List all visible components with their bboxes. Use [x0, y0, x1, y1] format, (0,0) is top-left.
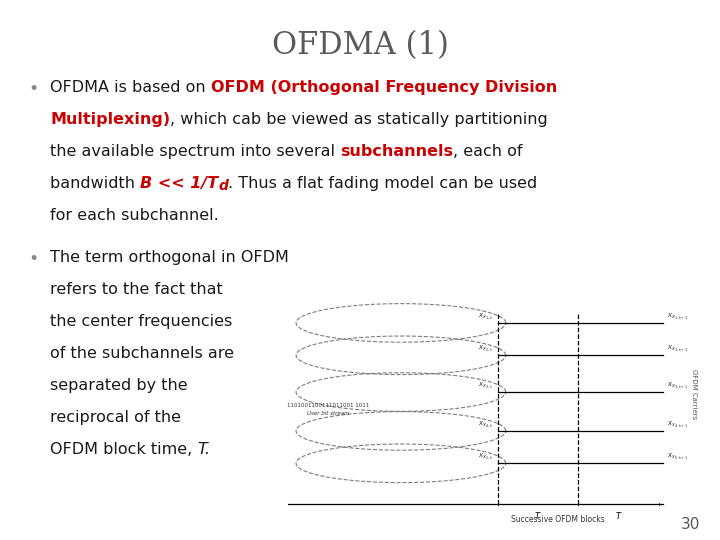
Text: OFDMA (1): OFDMA (1): [271, 30, 449, 61]
Text: reciprocal of the: reciprocal of the: [50, 410, 181, 425]
Text: $x_{x_{1,k+1}}$: $x_{x_{1,k+1}}$: [667, 311, 688, 321]
Text: subchannels: subchannels: [340, 144, 453, 159]
Text: Multiplexing): Multiplexing): [50, 112, 170, 127]
Text: $x_{x_{4,k+1}}$: $x_{x_{4,k+1}}$: [667, 419, 688, 429]
Text: The term orthogonal in OFDM: The term orthogonal in OFDM: [50, 250, 289, 265]
Text: $T$: $T$: [534, 510, 542, 521]
Text: $x_{x_{3,k+1}}$: $x_{x_{3,k+1}}$: [667, 380, 688, 390]
Text: $x_{x_{5,k}}$: $x_{x_{5,k}}$: [478, 451, 494, 461]
Text: $x_{x_{5,k+1}}$: $x_{x_{5,k+1}}$: [667, 451, 688, 461]
Text: . Thus a flat fading model can be used: . Thus a flat fading model can be used: [228, 176, 537, 191]
Text: , which cab be viewed as statically partitioning: , which cab be viewed as statically part…: [170, 112, 548, 127]
Text: OFDM block time,: OFDM block time,: [50, 442, 197, 457]
Text: Successive OFDM blocks: Successive OFDM blocks: [511, 515, 605, 524]
Text: •: •: [28, 80, 38, 98]
Text: 30: 30: [680, 517, 700, 532]
Text: B << 1/T: B << 1/T: [140, 176, 218, 191]
Text: OFDM Carriers: OFDM Carriers: [691, 369, 697, 420]
Text: separated by the: separated by the: [50, 378, 188, 393]
Text: bandwidth: bandwidth: [50, 176, 140, 191]
Text: refers to the fact that: refers to the fact that: [50, 282, 222, 297]
Text: User bit stream: User bit stream: [307, 411, 350, 416]
Text: , each of: , each of: [453, 144, 523, 159]
Text: the available spectrum into several: the available spectrum into several: [50, 144, 340, 159]
Text: 1101001100111011001 1011: 1101001100111011001 1011: [287, 403, 369, 408]
Text: $x_{x_{2,k+1}}$: $x_{x_{2,k+1}}$: [667, 343, 688, 353]
Text: •: •: [28, 250, 38, 268]
Text: for each subchannel.: for each subchannel.: [50, 208, 219, 223]
Text: $x_{x_{3,k}}$: $x_{x_{3,k}}$: [478, 380, 494, 390]
Text: d: d: [218, 179, 228, 193]
Text: OFDMA is based on: OFDMA is based on: [50, 80, 211, 95]
Text: $x_{x_{4,k}}$: $x_{x_{4,k}}$: [478, 419, 494, 429]
Text: $x_{x_{2,k}}$: $x_{x_{2,k}}$: [478, 343, 494, 353]
Text: T.: T.: [197, 442, 210, 457]
Text: $T$: $T$: [615, 510, 623, 521]
Text: the center frequencies: the center frequencies: [50, 314, 233, 329]
Text: of the subchannels are: of the subchannels are: [50, 346, 234, 361]
Text: $x_{x_{1,k}}$: $x_{x_{1,k}}$: [478, 311, 494, 321]
Text: OFDM (Orthogonal Frequency Division: OFDM (Orthogonal Frequency Division: [211, 80, 557, 95]
